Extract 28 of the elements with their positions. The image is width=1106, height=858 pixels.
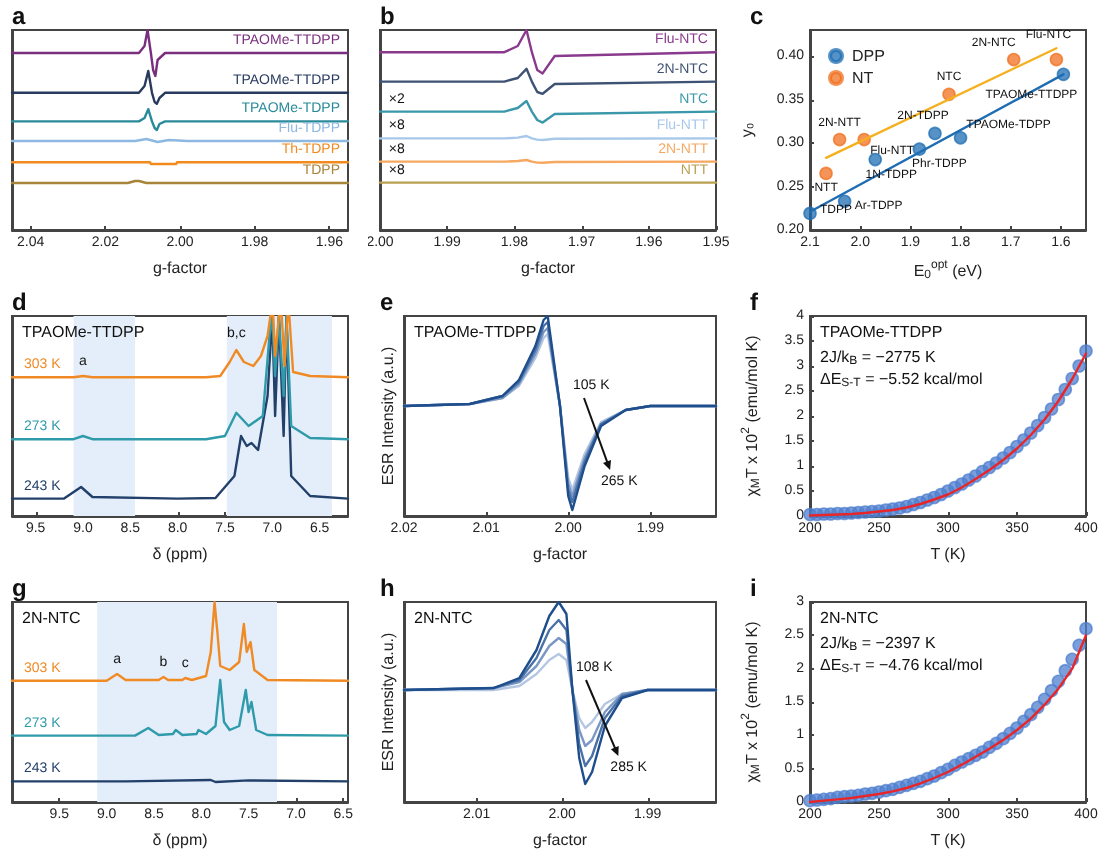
x-axis-title: g-factor <box>152 258 208 277</box>
text: 2N-NTC <box>22 609 82 627</box>
legend-label: NT <box>852 69 874 87</box>
y-axis-title: y₀ <box>737 122 756 138</box>
x-axis-title: g-factor <box>520 258 576 277</box>
chart-subtitle: 2N-NTC <box>414 609 474 627</box>
chart-subtitle: TPAOMe-TTDPP <box>820 323 943 341</box>
x-axis-title: δ (ppm) <box>152 544 209 563</box>
chart-title: c <box>750 2 764 30</box>
y-axis-title: ESR Intensity (a.u.) <box>379 631 397 772</box>
chart-title: b <box>380 2 395 30</box>
chart-subtitle: 2N-NTC <box>820 609 880 627</box>
chart-title: e <box>380 288 394 316</box>
chart-title: i <box>750 574 757 602</box>
x-axis-title: g-factor <box>532 830 588 849</box>
y-axis-title: ESR Intensity (a.u.) <box>379 345 397 486</box>
chart-title: g <box>12 574 27 602</box>
chart-subtitle: TPAOMe-TTDPP <box>22 323 145 341</box>
x-axis-title: T (K) <box>930 830 967 849</box>
chart-title: h <box>380 574 395 602</box>
legend-label: DPP <box>852 47 885 65</box>
chart-title: d <box>12 288 27 316</box>
x-axis-title: T (K) <box>930 544 967 563</box>
chart-title: f <box>750 288 760 316</box>
chart-title: a <box>12 2 26 30</box>
x-axis-title: δ (ppm) <box>152 830 209 849</box>
x-axis-title: g-factor <box>532 544 588 563</box>
chart-subtitle: TPAOMe-TTDPP <box>414 323 537 341</box>
